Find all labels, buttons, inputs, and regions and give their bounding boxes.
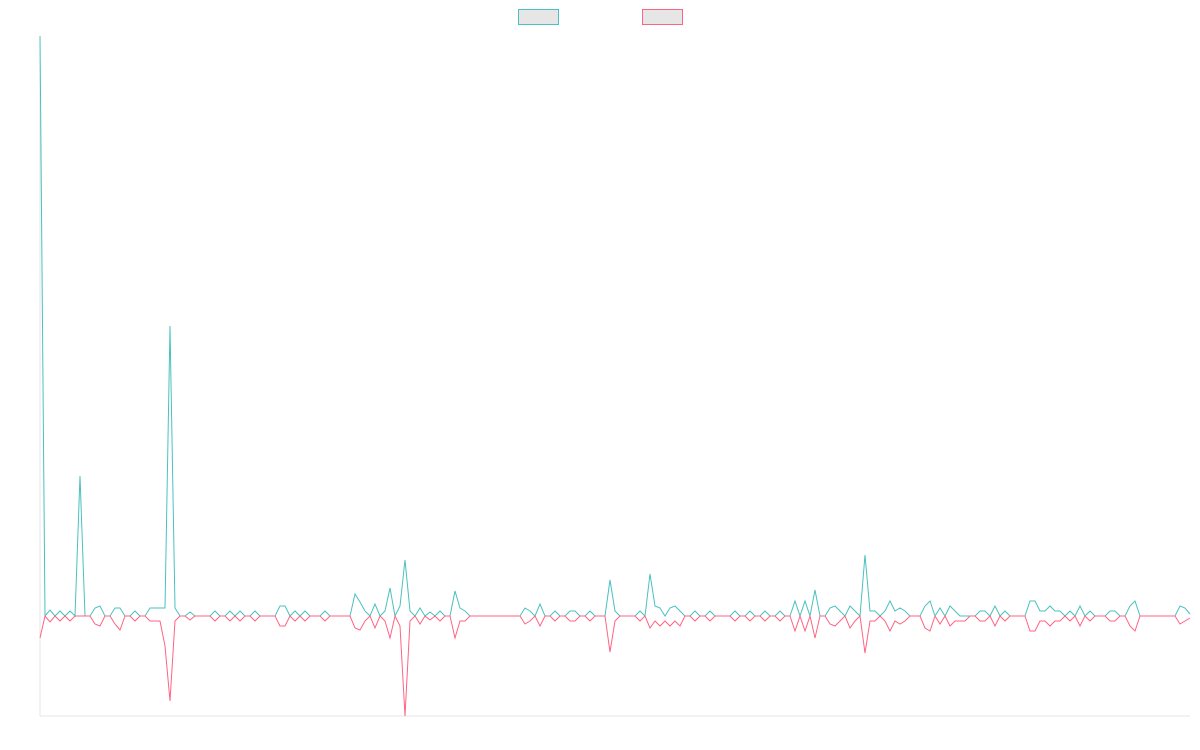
legend-swatch[interactable] [642, 9, 683, 25]
series-line [39, 35, 1191, 618]
legend-swatch[interactable] [518, 9, 559, 25]
series-line [39, 614, 1191, 717]
